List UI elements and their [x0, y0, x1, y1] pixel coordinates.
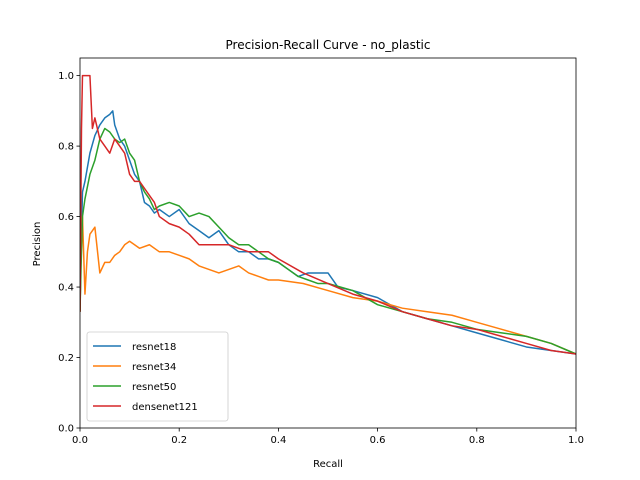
x-tick-label: 0.6 — [370, 435, 386, 446]
y-tick-label: 0.8 — [58, 142, 74, 153]
y-tick-label: 0.4 — [58, 283, 74, 294]
series-line-densenet121 — [80, 74, 576, 355]
y-axis-ticks: 0.0 0.2 0.4 0.6 0.8 1.0 — [58, 71, 80, 435]
x-tick-label: 1.0 — [568, 435, 584, 446]
y-tick-label: 0.0 — [58, 424, 74, 435]
plot-area — [79, 57, 577, 429]
series-line-resnet34 — [80, 215, 576, 355]
y-tick-label: 1.0 — [58, 71, 74, 82]
x-tick-label: 0.4 — [270, 435, 286, 446]
legend: resnet18 resnet34 resnet50 densenet121 — [86, 331, 229, 422]
x-tick-label: 0.2 — [171, 435, 187, 446]
legend-box — [86, 331, 229, 422]
legend-label-resnet50: resnet50 — [132, 382, 176, 393]
x-tick-label: 0.8 — [469, 435, 485, 446]
chart-title: Precision-Recall Curve - no_plastic — [226, 38, 431, 52]
legend-label-densenet121: densenet121 — [132, 402, 198, 413]
y-axis-label: Precision — [32, 222, 43, 267]
x-tick-label: 0.0 — [72, 435, 88, 446]
series-line-resnet18 — [80, 110, 576, 355]
legend-label-resnet18: resnet18 — [132, 342, 176, 353]
x-axis-label: Recall — [313, 459, 343, 470]
axes-frame — [79, 57, 577, 429]
x-axis-ticks: 0.0 0.2 0.4 0.6 0.8 1.0 — [72, 428, 584, 446]
y-tick-label: 0.2 — [58, 353, 74, 364]
y-tick-label: 0.6 — [58, 212, 74, 223]
legend-label-resnet34: resnet34 — [132, 362, 176, 373]
series-line-resnet50 — [80, 127, 576, 355]
